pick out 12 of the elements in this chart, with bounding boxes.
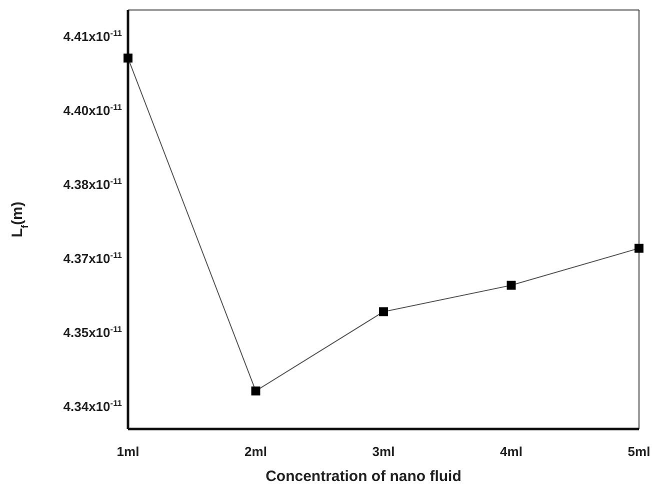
x-axis-title: Concentration of nano fluid bbox=[266, 468, 462, 485]
x-tick-label: 1ml bbox=[116, 444, 140, 460]
y-tick-label: 4.35x10$^{-11}$ bbox=[63, 324, 122, 340]
x-tick-label: 4ml bbox=[500, 444, 522, 460]
y-tick-label: 4.34x10$^{-11}$ bbox=[63, 398, 122, 414]
x-tick-label: 2ml bbox=[244, 444, 267, 460]
x-tick-label: 5ml bbox=[628, 444, 650, 460]
y-tick-label: 4.38x10$^{-11}$ bbox=[63, 176, 122, 192]
y-tick-label: 4.41x10$^{-11}$ bbox=[63, 28, 122, 44]
y-tick-label: 4.37x10$^{-11}$ bbox=[63, 250, 122, 266]
x-tick-label: 3ml bbox=[372, 444, 395, 460]
y-tick-label: 4.40x10$^{-11}$ bbox=[63, 102, 122, 118]
